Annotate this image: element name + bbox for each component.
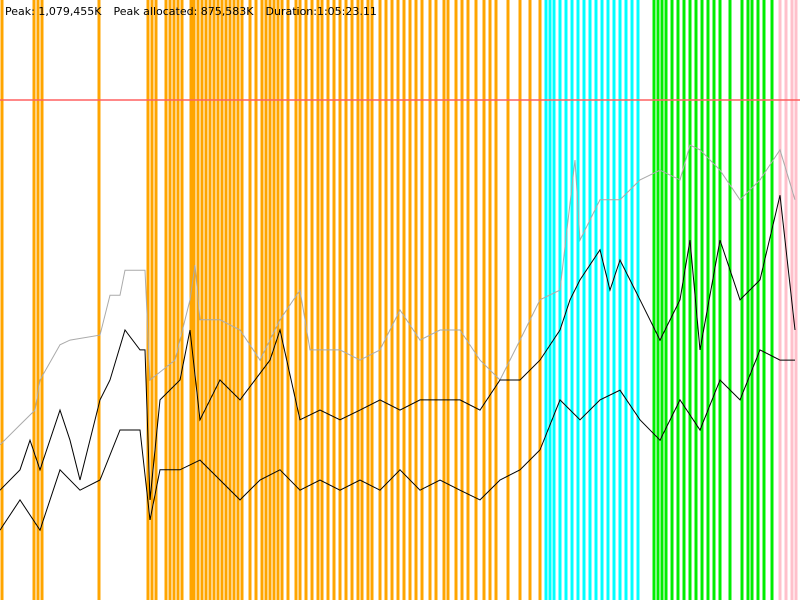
series-line: [0, 349, 795, 532]
header-text: Duration:1:05:23.11: [266, 5, 377, 18]
series-line: [0, 144, 796, 446]
series-line: [0, 195, 796, 500]
header-text: Peak allocated: 875,583K: [114, 5, 255, 18]
header-text: Peak: 1,079,455K: [5, 5, 102, 18]
